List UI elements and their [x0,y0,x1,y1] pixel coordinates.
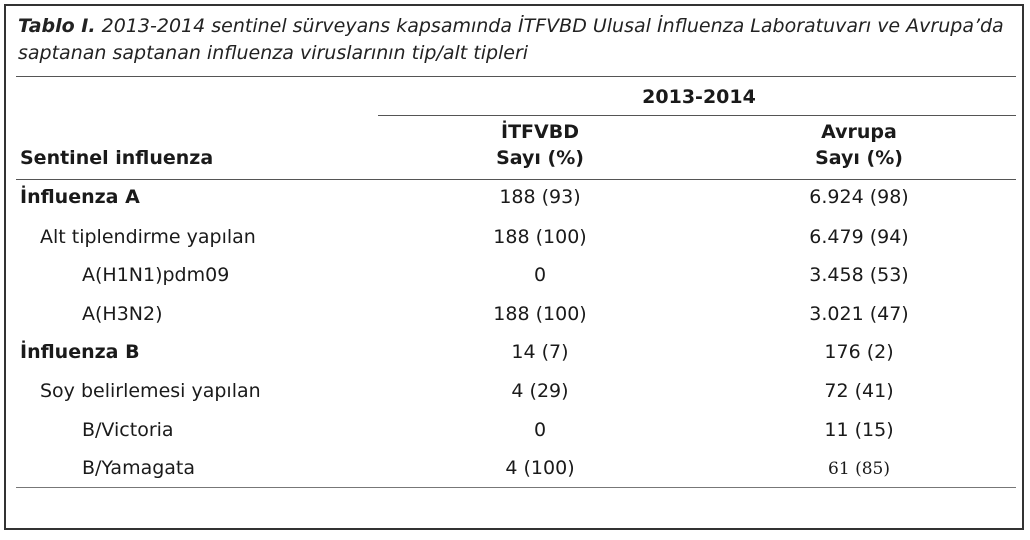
cell-avrupa: 6.479 (94) [809,226,909,248]
bottom-rule [16,487,1016,488]
row-label-influenza-b: İnfluenza B [20,341,140,363]
cell-itfvbd: 0 [533,419,547,441]
caption-label: Tablo I. [18,15,96,37]
cell-avrupa: 176 (2) [824,341,894,363]
col-header-itfvbd: İTFVBD [501,121,579,143]
table-caption: Tablo I. 2013-2014 sentinel sürveyans ka… [18,13,1008,67]
table-frame [4,4,1024,530]
col-header-itfvbd-unit: Sayı (%) [496,147,584,169]
cell-itfvbd: 4 (100) [505,457,575,479]
cell-itfvbd: 0 [533,264,547,286]
row-label-h3n2: A(H3N2) [82,303,163,325]
cell-avrupa: 3.458 (53) [809,264,909,286]
cell-avrupa: 11 (15) [824,419,894,441]
caption-text: 2013-2014 sentinel sürveyans kapsamında … [18,15,1004,64]
row-label-b-victoria: B/Victoria [82,419,174,441]
cell-itfvbd: 188 (100) [493,303,587,325]
col-header-avrupa: Avrupa [821,121,897,143]
cell-itfvbd: 14 (7) [511,341,569,363]
row-label-soy-belirlemesi: Soy belirlemesi yapılan [40,380,261,402]
row-label-influenza-a: İnfluenza A [20,186,140,208]
period-subrule [378,115,1016,116]
top-rule [16,76,1016,77]
col-header-avrupa-unit: Sayı (%) [815,147,903,169]
cell-avrupa: 3.021 (47) [809,303,909,325]
cell-itfvbd: 188 (93) [499,186,581,208]
cell-avrupa: 6.924 (98) [809,186,909,208]
cell-itfvbd: 4 (29) [511,380,569,402]
period-header: 2013-2014 [642,86,756,108]
row-label-b-yamagata: B/Yamagata [82,457,196,479]
cell-itfvbd: 188 (100) [493,226,587,248]
cell-avrupa: 61 (85) [828,459,890,479]
row-header-label: Sentinel influenza [20,147,214,169]
cell-avrupa: 72 (41) [824,380,894,402]
row-label-h1n1: A(H1N1)pdm09 [82,264,230,286]
row-label-alt-tiplendirme: Alt tiplendirme yapılan [40,226,256,248]
header-rule [16,179,1016,180]
